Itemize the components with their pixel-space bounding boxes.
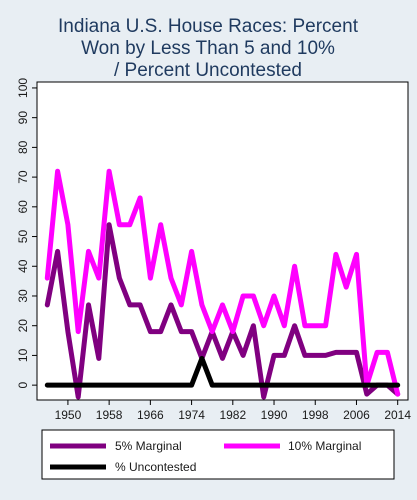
legend-label-10pct: 10% Marginal: [288, 439, 361, 453]
series-layer: [44, 168, 401, 400]
series-line-10-marginal: [44, 168, 401, 397]
series-line-5-marginal: [44, 222, 401, 400]
y-tick-label: 10: [16, 348, 30, 362]
y-tick-label: 40: [16, 259, 30, 273]
y-tick-label: 70: [16, 170, 30, 184]
x-tick-label: 1950: [55, 408, 82, 422]
title-line-2: Won by Less Than 5 and 10%: [81, 38, 335, 59]
y-axis: 0 10 20 30 40 50 60 70 80 90 100: [16, 78, 37, 388]
legend-box: [41, 429, 395, 480]
y-tick-label: 80: [16, 140, 30, 154]
x-axis: 1950 1958 1966 1974 1982 1990 1998 2006 2014: [55, 400, 411, 422]
y-tick-label: 30: [16, 289, 30, 303]
legend-label-uncontested: % Uncontested: [115, 460, 196, 474]
x-tick-label: 1982: [219, 408, 246, 422]
x-tick-label: 1958: [96, 408, 123, 422]
x-tick-label: 1966: [137, 408, 164, 422]
x-tick-label: 1998: [302, 408, 329, 422]
y-tick-label: 20: [16, 319, 30, 333]
y-tick-label: 0: [16, 381, 30, 388]
x-tick-label: 1990: [261, 408, 288, 422]
title-line-1: Indiana U.S. House Races: Percent: [58, 16, 359, 37]
x-tick-label: 2014: [384, 408, 411, 422]
y-tick-label: 90: [16, 111, 30, 125]
legend: 5% Marginal 10% Marginal % Uncontested: [41, 429, 395, 480]
x-tick-label: 1974: [178, 408, 205, 422]
series-line-uncontested: [44, 355, 401, 388]
legend-label-5pct: 5% Marginal: [115, 439, 182, 453]
y-tick-label: 50: [16, 230, 30, 244]
y-tick-label: 100: [16, 78, 30, 98]
chart-title: Indiana U.S. House Races: Percent Won by…: [58, 16, 359, 81]
title-line-3: / Percent Uncontested: [114, 60, 302, 81]
y-tick-label: 60: [16, 200, 30, 214]
x-tick-label: 2006: [343, 408, 370, 422]
